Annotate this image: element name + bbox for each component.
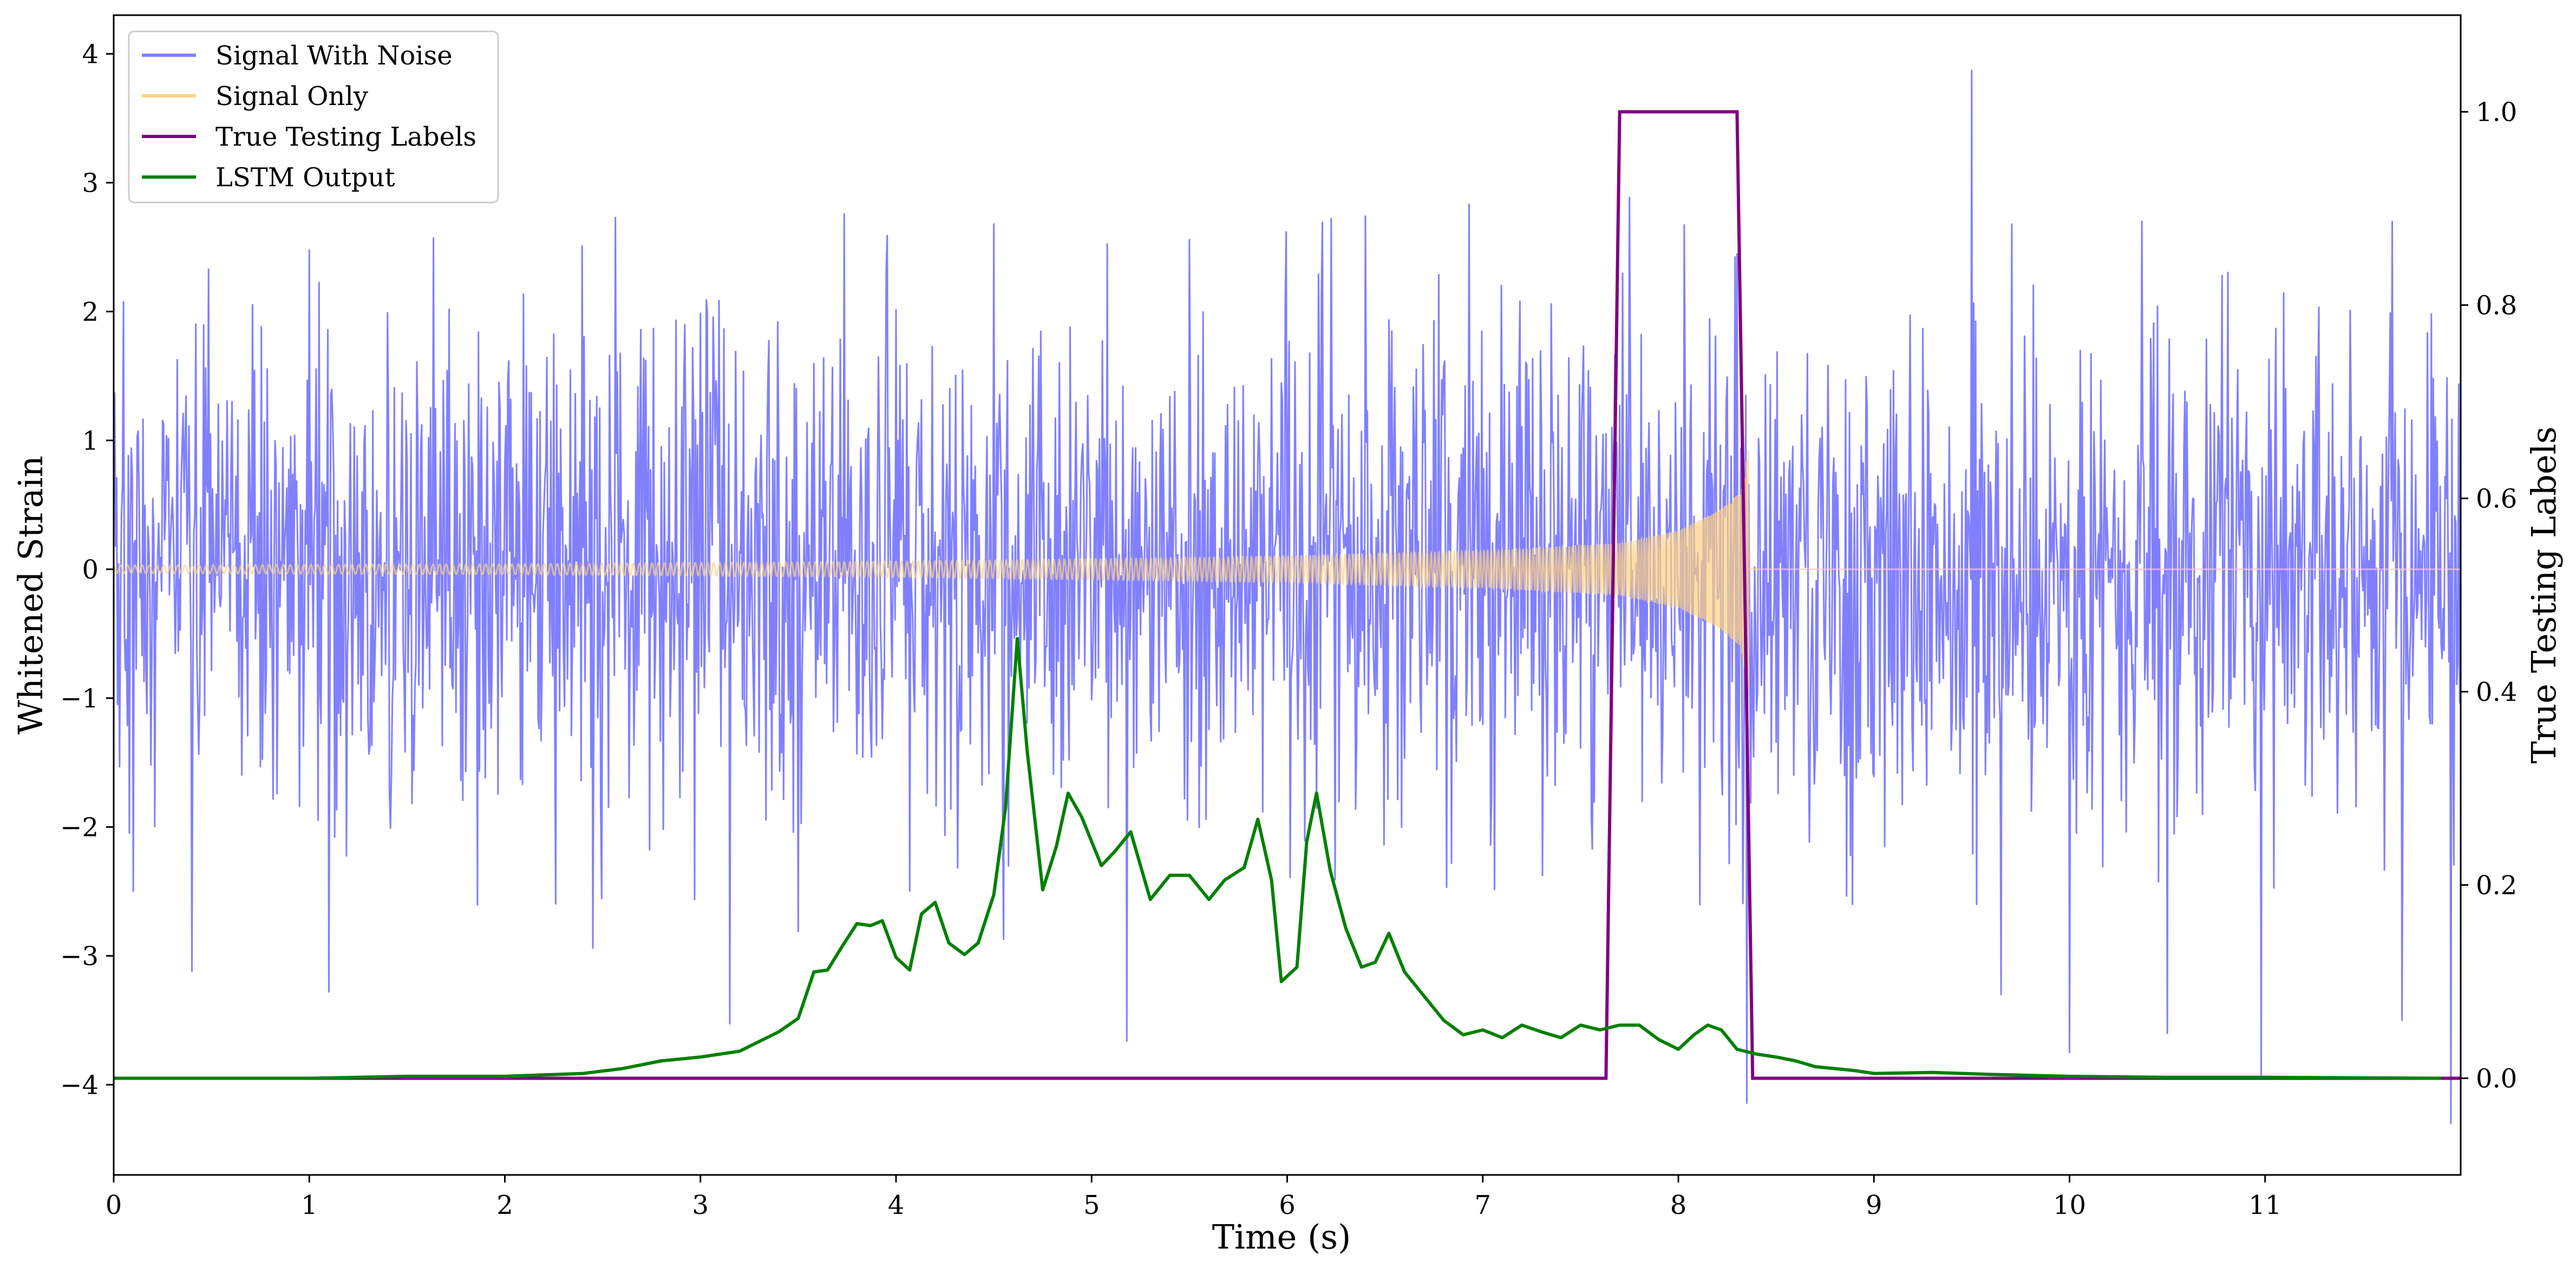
y-right-tick-label: 1.0 xyxy=(2476,97,2517,128)
x-tick-label: 9 xyxy=(1866,1190,1882,1220)
y-axis-left: 4 3 2 1 0 −1 −2 −3 −4 xyxy=(60,39,114,1100)
x-tick-label: 1 xyxy=(301,1190,318,1220)
x-tick-label: 11 xyxy=(2248,1190,2281,1220)
y-right-tick-label: 0.6 xyxy=(2476,484,2517,514)
legend-label-signal-only: Signal Only xyxy=(215,81,368,112)
x-tick-label: 5 xyxy=(1083,1190,1100,1220)
y-left-tick-label: 4 xyxy=(82,39,99,69)
y-left-tick-label: −3 xyxy=(60,941,99,971)
x-tick-label: 4 xyxy=(888,1190,905,1220)
legend: Signal With Noise Signal Only True Testi… xyxy=(128,30,499,204)
y-left-tick-label: 0 xyxy=(82,554,99,585)
series-layer xyxy=(114,69,2461,1125)
y-axis-right: 1.0 0.8 0.6 0.4 0.2 0.0 xyxy=(2461,97,2517,1094)
y-right-tick-label: 0.4 xyxy=(2476,677,2517,708)
y-right-tick-label: 0.0 xyxy=(2476,1064,2517,1094)
x-tick-label: 0 xyxy=(106,1190,122,1220)
legend-label-signal-with-noise: Signal With Noise xyxy=(215,41,453,71)
y-left-tick-label: −4 xyxy=(60,1070,99,1100)
x-tick-label: 8 xyxy=(1670,1190,1687,1220)
x-tick-label: 7 xyxy=(1474,1190,1491,1220)
x-tick-label: 3 xyxy=(692,1190,709,1220)
x-axis: 0 1 2 3 4 5 6 7 8 9 10 11 xyxy=(106,1175,2281,1220)
y-right-tick-label: 0.8 xyxy=(2476,291,2517,321)
y-left-tick-label: 1 xyxy=(82,426,99,456)
series-line-lstm-output xyxy=(114,637,2441,1080)
y-right-tick-label: 0.2 xyxy=(2476,871,2517,901)
y-axis-left-label: Whitened Strain xyxy=(11,456,50,735)
y-left-tick-label: 3 xyxy=(82,168,99,198)
legend-label-lstm-output: LSTM Output xyxy=(215,162,395,193)
y-axis-right-label: True Testing Labels xyxy=(2524,427,2564,764)
x-axis-label: Time (s) xyxy=(1212,1217,1351,1257)
x-tick-label: 2 xyxy=(496,1190,513,1220)
series-line-signal-only xyxy=(114,450,2461,689)
series-line-true-testing-labels xyxy=(114,110,2461,1080)
y-left-tick-label: −1 xyxy=(60,683,99,714)
y-left-tick-label: 2 xyxy=(82,297,99,327)
legend-label-true-testing-labels: True Testing Labels xyxy=(215,122,476,152)
x-tick-label: 10 xyxy=(2053,1190,2086,1220)
y-left-tick-label: −2 xyxy=(60,812,99,842)
x-tick-label: 6 xyxy=(1279,1190,1296,1220)
series-line-signal-with-noise xyxy=(114,69,2461,1125)
legend-frame xyxy=(128,30,499,204)
